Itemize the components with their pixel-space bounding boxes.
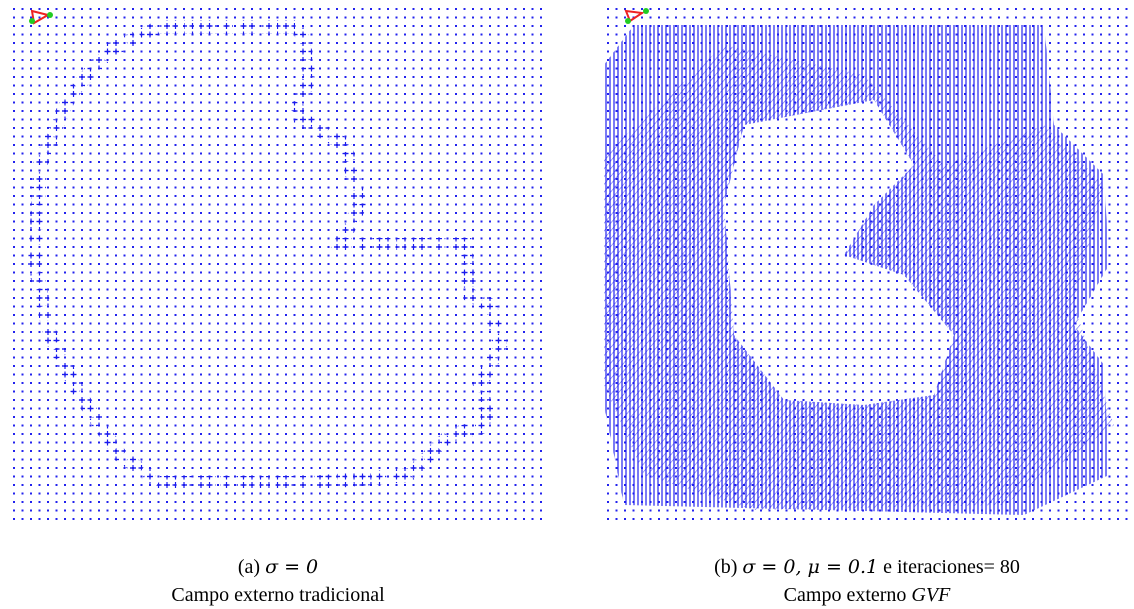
- panel-label: (a): [238, 556, 260, 578]
- caption-a-line1: (a) σ = 0: [0, 553, 558, 581]
- formula: σ = 0: [265, 556, 318, 578]
- caption-text: Campo externo: [784, 584, 907, 606]
- caption-b: (b) σ = 0, μ = 0.1 e iteraciones= 80 Cam…: [587, 553, 1134, 609]
- caption-suffix: e iteraciones= 80: [883, 556, 1020, 578]
- page: (a) σ = 0 Campo externo tradicional (b) …: [0, 0, 1134, 608]
- formula: σ = 0, μ = 0.1: [742, 556, 878, 578]
- caption-b-line1: (b) σ = 0, μ = 0.1 e iteraciones= 80: [587, 553, 1134, 581]
- gvf-field-image: [604, 5, 1130, 525]
- caption-emphasis: GVF: [911, 584, 950, 606]
- caption-b-line2: Campo externo GVF: [587, 581, 1134, 609]
- panel-label: (b): [714, 556, 737, 578]
- caption-text: Campo externo tradicional: [0, 581, 558, 609]
- traditional-field-image: [10, 5, 546, 525]
- caption-a: (a) σ = 0 Campo externo tradicional: [0, 553, 558, 609]
